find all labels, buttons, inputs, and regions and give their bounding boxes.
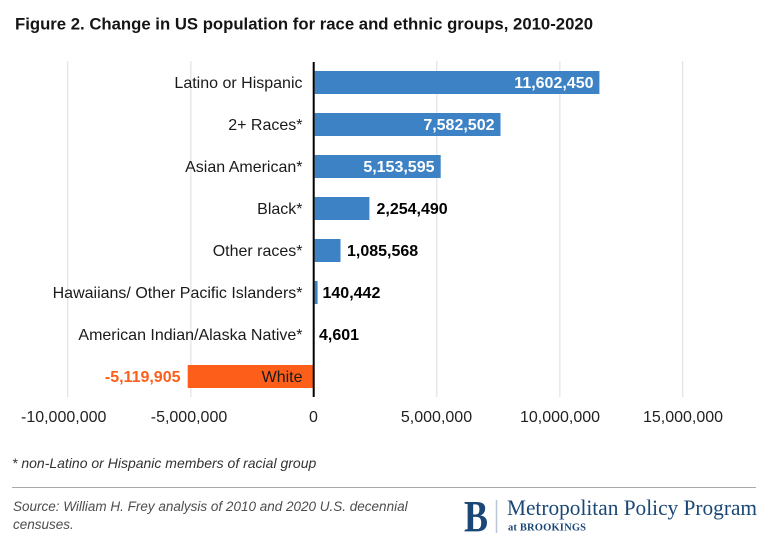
svg-text:American Indian/Alaska Native*: American Indian/Alaska Native* bbox=[78, 327, 302, 344]
svg-text:Other races*: Other races* bbox=[213, 243, 303, 260]
svg-text:140,442: 140,442 bbox=[323, 285, 381, 302]
svg-text:11,602,450: 11,602,450 bbox=[514, 75, 593, 92]
svg-text:Source: William H. Frey analys: Source: William H. Frey analysis of 2010… bbox=[13, 499, 409, 514]
svg-text:4,601: 4,601 bbox=[319, 327, 359, 344]
svg-text:1,085,568: 1,085,568 bbox=[347, 243, 418, 260]
svg-text:Latino or Hispanic: Latino or Hispanic bbox=[174, 75, 302, 92]
svg-text:B: B bbox=[464, 492, 488, 541]
svg-text:10,000,000: 10,000,000 bbox=[520, 409, 600, 426]
svg-text:15,000,000: 15,000,000 bbox=[643, 409, 723, 426]
svg-text:Black*: Black* bbox=[257, 201, 302, 218]
svg-text:Asian American*: Asian American* bbox=[185, 159, 302, 176]
svg-text:* non-Latino or Hispanic membe: * non-Latino or Hispanic members of raci… bbox=[12, 455, 316, 471]
svg-text:at BROOKINGS: at BROOKINGS bbox=[508, 523, 586, 534]
svg-text:-10,000,000: -10,000,000 bbox=[21, 409, 107, 426]
svg-text:0: 0 bbox=[309, 409, 318, 426]
svg-text:5,153,595: 5,153,595 bbox=[363, 159, 434, 176]
svg-text:-5,119,905: -5,119,905 bbox=[105, 369, 181, 386]
svg-text:5,000,000: 5,000,000 bbox=[401, 409, 472, 426]
svg-text:Figure 2. Change in US populat: Figure 2. Change in US population for ra… bbox=[15, 15, 593, 34]
svg-text:Hawaiians/ Other Pacific Islan: Hawaiians/ Other Pacific Islanders* bbox=[53, 285, 303, 302]
svg-text:2,254,490: 2,254,490 bbox=[377, 201, 448, 218]
svg-text:7,582,502: 7,582,502 bbox=[423, 117, 494, 134]
svg-text:censuses.: censuses. bbox=[13, 517, 74, 532]
svg-text:-5,000,000: -5,000,000 bbox=[151, 409, 228, 426]
svg-text:2+ Races*: 2+ Races* bbox=[228, 117, 302, 134]
svg-text:Metropolitan Policy Program: Metropolitan Policy Program bbox=[507, 495, 757, 520]
svg-text:White: White bbox=[262, 369, 303, 386]
